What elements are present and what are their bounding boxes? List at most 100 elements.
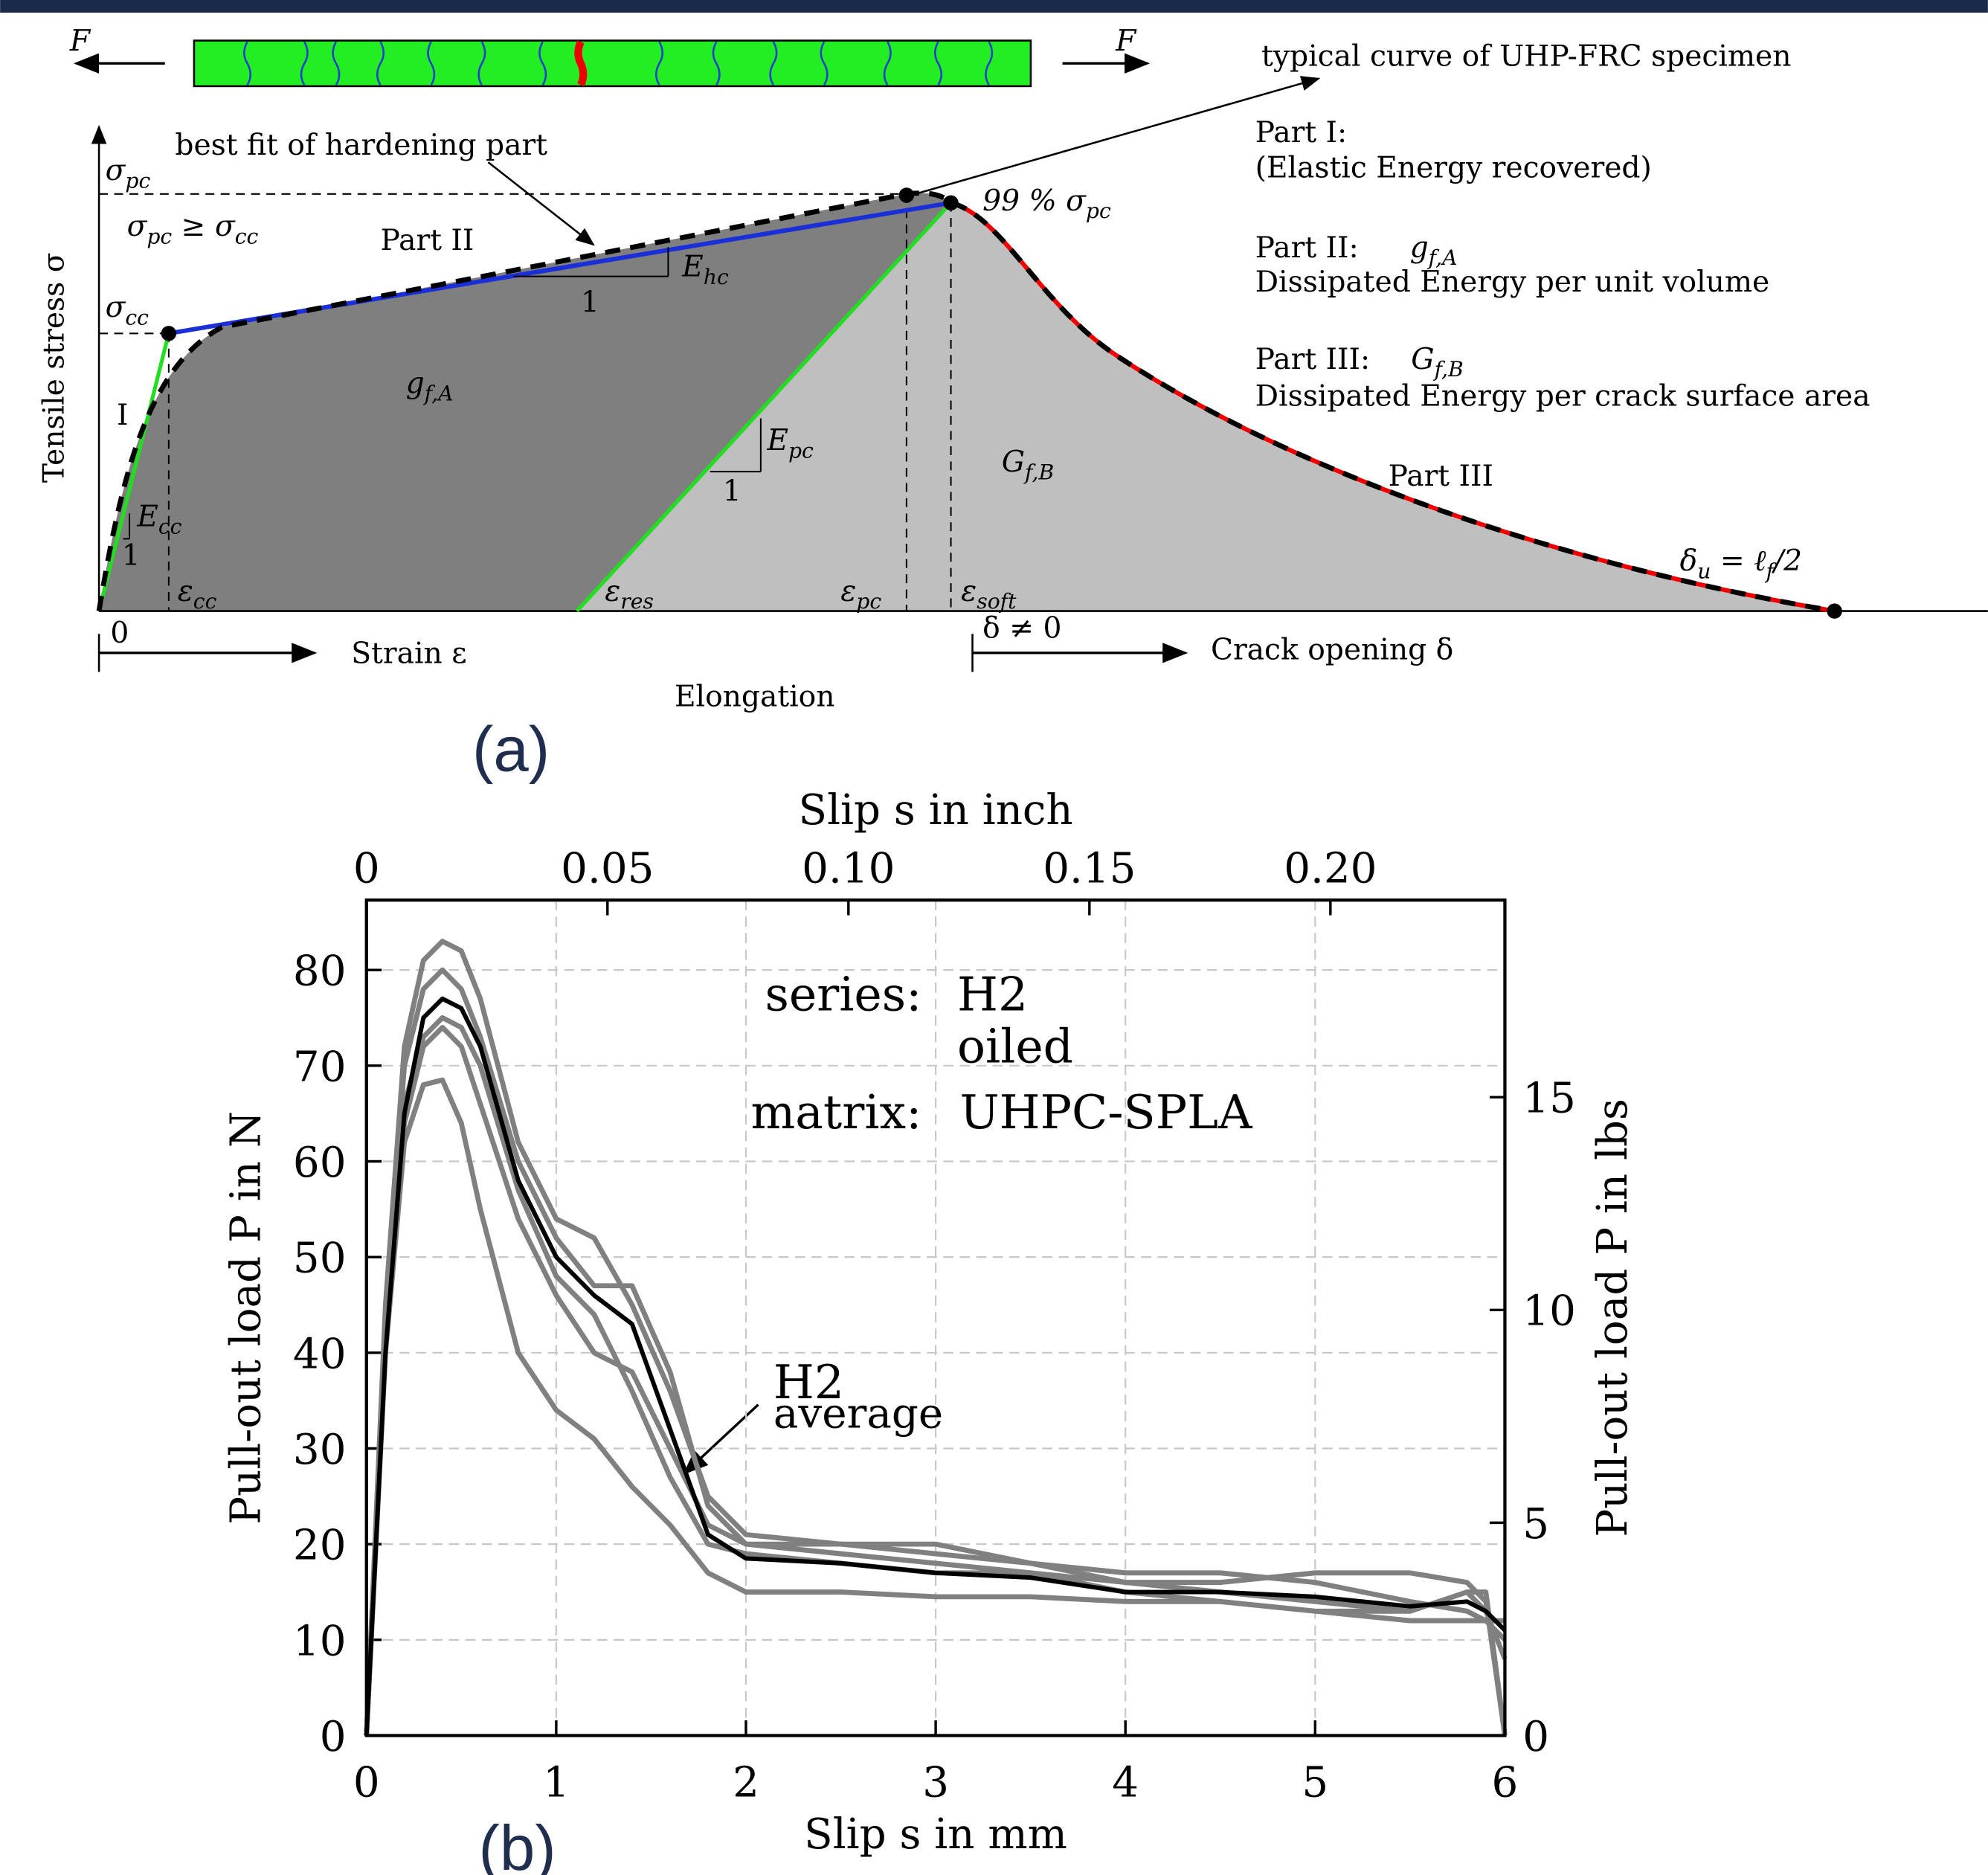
y-tick-label: 10: [293, 1617, 347, 1665]
sigma-pc: σpc: [106, 154, 151, 193]
annotation: average: [773, 1389, 943, 1438]
subscript: f,A: [1427, 245, 1458, 270]
subscript: f,B: [1433, 357, 1464, 382]
y2-tick-label: 15: [1522, 1075, 1576, 1123]
part3-symbol: Gf,B: [1411, 343, 1463, 382]
part2-label: Part II: [381, 224, 475, 257]
subscript: pc: [856, 589, 881, 614]
part3-label: Part III: [1389, 460, 1493, 493]
x2-tick-label: 0.15: [1043, 844, 1136, 893]
g-fb: Gf,B: [1002, 446, 1054, 484]
part3-text: Dissipated Energy per crack surface area: [1255, 379, 1870, 413]
curve-diagram: [91, 76, 1988, 672]
part2-title: Part II:: [1255, 231, 1359, 265]
part1-title: Part I:: [1255, 116, 1348, 149]
annotation: UHPC-SPLA: [959, 1084, 1253, 1139]
best-fit: best fit of hardening part: [175, 129, 547, 162]
symbol: /2: [1771, 544, 1802, 578]
symbol: ε: [605, 575, 620, 608]
annotation: H2: [773, 1354, 844, 1409]
y2-tick-label: 5: [1522, 1500, 1549, 1548]
e-hc: Ehc: [681, 251, 729, 289]
x2-axis-title: Slip s in inch: [799, 786, 1073, 834]
eps-res: εres: [605, 575, 654, 614]
part1-label: I: [117, 399, 128, 432]
subscript: f,B: [1023, 460, 1054, 484]
symbol: 99 % σ: [982, 184, 1087, 218]
part3-title: Part III:: [1255, 343, 1371, 376]
part2-symbol: gf,A: [1410, 231, 1458, 270]
y-tick-label: 70: [293, 1043, 347, 1091]
subscript: soft: [977, 589, 1017, 614]
symbol: g: [406, 367, 425, 400]
data-line: [364, 996, 1507, 1736]
annotation: H2: [957, 967, 1028, 1022]
e-pc: Epc: [766, 424, 814, 463]
subscript: u: [1697, 559, 1711, 583]
subscript: pc: [125, 168, 150, 193]
subscript: res: [620, 589, 654, 614]
elongation: Elongation: [675, 680, 835, 713]
symbol: ε: [961, 575, 977, 608]
y2-tick-label: 10: [1522, 1287, 1576, 1336]
peak-label: 99 % σpc: [982, 184, 1111, 223]
one-hc: 1: [581, 286, 599, 319]
x-axis-title: Slip s in mm: [804, 1810, 1067, 1859]
subscript: pc: [788, 438, 814, 463]
top-band: [0, 0, 1988, 13]
x-tick-label: 3: [922, 1758, 949, 1807]
g-fa: gf,A: [406, 367, 454, 405]
caption-a: (a): [472, 714, 550, 785]
symbol: G: [1411, 343, 1434, 376]
x2-tick-label: 0.05: [561, 844, 654, 893]
x-tick-label: 1: [543, 1758, 570, 1807]
symbol: G: [1002, 446, 1025, 479]
x-tick-label: 2: [733, 1758, 759, 1807]
annotation: oiled: [957, 1018, 1073, 1073]
y-tick-label: 0: [320, 1713, 347, 1761]
y-tick-label: 30: [293, 1426, 347, 1474]
force-right: F: [1115, 25, 1137, 58]
y-axis: Tensile stress σ: [37, 253, 71, 483]
y-tick-label: 20: [293, 1522, 347, 1570]
part2-text: Dissipated Energy per unit volume: [1255, 266, 1770, 299]
strain: Strain ε: [351, 637, 466, 670]
crack: Crack opening δ: [1211, 633, 1453, 666]
symbol: = ℓ: [1711, 544, 1766, 578]
subscript: pc: [147, 224, 172, 248]
typical-curve: typical curve of UHP-FRC specimen: [1261, 40, 1791, 74]
y-tick-label: 80: [293, 948, 347, 996]
data-line: [364, 967, 1508, 1736]
eps-pc: εpc: [840, 575, 881, 614]
x-tick-label: 6: [1492, 1758, 1519, 1807]
y-axis-title: Pull-out load P in N: [222, 1111, 271, 1525]
subscript: cc: [158, 515, 182, 539]
x2-tick-label: 0: [353, 844, 380, 893]
data-line: [364, 1014, 1508, 1736]
y2-tick-label: 0: [1522, 1713, 1549, 1761]
subscript: cc: [235, 224, 259, 248]
x2-tick-label: 0.20: [1284, 844, 1377, 893]
force-left: F: [69, 25, 91, 58]
symbol: σ: [106, 154, 126, 187]
condition: σpc ≥ σcc: [127, 210, 259, 248]
plot-frame: [364, 898, 1507, 1737]
subscript: cc: [193, 589, 217, 614]
x-tick-label: 0: [353, 1758, 380, 1807]
symbol: σ: [127, 210, 148, 243]
subscript: cc: [125, 305, 149, 329]
symbol: δ: [1680, 544, 1698, 578]
y-tick-label: 50: [293, 1235, 347, 1283]
symbol: E: [136, 500, 158, 533]
annotation: matrix:: [751, 1084, 922, 1139]
caption-b: (b): [479, 1813, 556, 1875]
e-cc: Ecc: [136, 500, 181, 538]
symbol: E: [681, 251, 704, 284]
subscript: pc: [1086, 199, 1111, 223]
subscript: hc: [704, 265, 729, 289]
subscript: f,A: [423, 382, 454, 406]
y-tick-label: 40: [293, 1330, 347, 1378]
eps-cc: εcc: [178, 575, 217, 614]
symbol: σ: [106, 291, 126, 324]
